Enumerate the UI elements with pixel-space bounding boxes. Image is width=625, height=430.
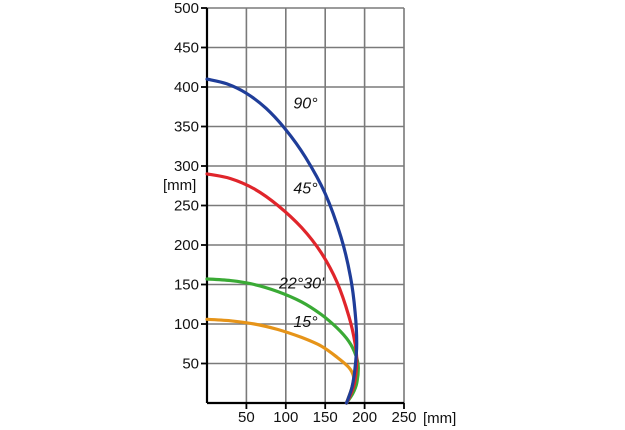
x-tick-label: 50	[238, 409, 255, 426]
series-label: 22°30'	[278, 275, 325, 292]
series-label: 90°	[293, 95, 318, 112]
x-tick-label: 150	[313, 409, 338, 426]
x-tick-label: 100	[273, 409, 298, 426]
grid	[207, 7, 405, 403]
series-group	[205, 77, 360, 405]
x-tick-label: 250	[391, 409, 416, 426]
series-line	[205, 277, 360, 405]
y-tick-label: 150	[174, 277, 199, 294]
series-line	[205, 317, 356, 405]
y-tick-label: 300	[174, 158, 199, 175]
series-line	[205, 77, 359, 405]
y-tick-label: 50	[182, 356, 199, 373]
y-tick-label: 100	[174, 316, 199, 333]
y-tick-label: 350	[174, 119, 199, 136]
y-tick-label: 500	[174, 0, 199, 17]
y-tick-label: 450	[174, 40, 199, 57]
x-tick-label: 200	[352, 409, 377, 426]
y-tick-label: 250	[174, 198, 199, 215]
y-tick-label: 400	[174, 79, 199, 96]
y-tick-label: 200	[174, 237, 199, 254]
series-label: 45°	[293, 181, 318, 198]
series-label: 15°	[293, 314, 318, 331]
axes	[201, 7, 405, 409]
series-labels: 90° 45° 22°30' 15°	[278, 95, 325, 331]
x-axis-unit-label: [mm]	[423, 410, 456, 427]
tick-labels: 50 100 150 200 250 300 350 400 450 500 50 100 150 200…	[174, 0, 417, 426]
y-axis-unit-label: [mm]	[163, 177, 196, 194]
